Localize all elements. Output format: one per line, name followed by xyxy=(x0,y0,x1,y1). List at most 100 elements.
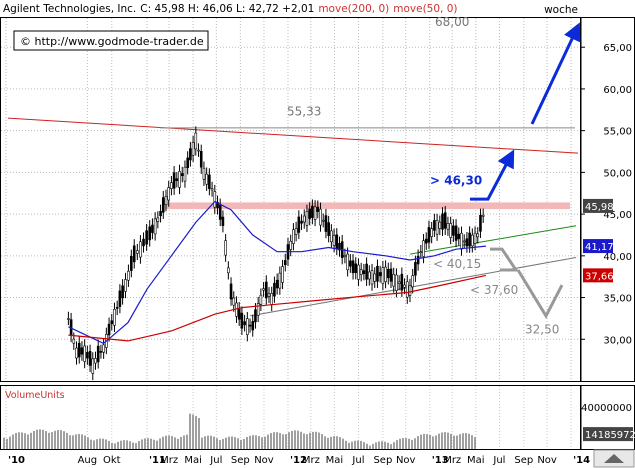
price-candle xyxy=(240,312,244,329)
price-candle xyxy=(313,206,317,220)
y-tick-label: 35,00 xyxy=(603,294,632,305)
copyright-text: © http://www.godmode-trader.de xyxy=(20,35,204,48)
price-candle xyxy=(462,240,466,243)
price-candle xyxy=(86,352,89,359)
price-candle xyxy=(186,157,189,168)
price-candle xyxy=(433,220,436,231)
green-trendline xyxy=(409,225,577,255)
x-tick-label: Sep xyxy=(373,455,392,466)
price-candle xyxy=(102,344,105,353)
x-tick-label: Mai xyxy=(467,455,485,466)
annotation-37-60: < 37,60 xyxy=(470,283,518,297)
price-candle xyxy=(414,262,417,276)
price-candle xyxy=(213,191,217,208)
price-candle xyxy=(99,351,103,353)
annotation-68: 68,00 xyxy=(435,15,469,29)
price-candle xyxy=(427,227,431,243)
x-tick-label: Sep xyxy=(514,455,533,466)
price-candle xyxy=(224,240,227,256)
x-tick-label: Mrz xyxy=(302,455,320,466)
x-tick-label: Nov xyxy=(254,455,274,466)
price-candle xyxy=(354,263,358,274)
ma200-line xyxy=(68,274,487,342)
price-candle xyxy=(449,223,452,238)
price-candle xyxy=(270,293,274,305)
price-candle xyxy=(289,241,292,250)
price-candle xyxy=(460,232,463,250)
breakdown-zigzag xyxy=(490,247,519,272)
price-candle xyxy=(424,238,428,244)
price-candle xyxy=(136,250,139,254)
price-candle xyxy=(232,297,236,306)
price-candle xyxy=(183,166,187,182)
last-ma50-tag-bg xyxy=(583,239,613,254)
price-candle xyxy=(327,222,330,236)
scroll-right-icon[interactable] xyxy=(593,449,635,468)
price-candle xyxy=(446,223,450,230)
price-candle xyxy=(465,238,469,247)
price-candle xyxy=(167,187,170,201)
annotation-55-33: 55,33 xyxy=(287,104,321,118)
price-candle xyxy=(403,284,406,288)
price-candle xyxy=(338,242,341,251)
overlay-layer: 68,00 55,33 > 46,30 < 40,15 < 37,60 32,50 xyxy=(7,15,581,336)
price-candle xyxy=(381,267,385,284)
price-candle xyxy=(262,288,265,291)
volume-tick-label: 40000000 xyxy=(581,403,632,414)
x-tick-label: Mai xyxy=(184,455,202,466)
price-candle xyxy=(275,279,279,289)
x-tick-label: Sep xyxy=(231,455,250,466)
price-candle xyxy=(376,265,379,282)
annotation-40-15: < 40,15 xyxy=(433,257,481,271)
x-tick-label: Aug xyxy=(78,455,98,466)
price-candle xyxy=(159,210,162,217)
price-candle xyxy=(67,318,70,320)
series-layer xyxy=(67,126,487,381)
price-candle xyxy=(115,307,119,309)
price-candle xyxy=(441,213,444,230)
price-candle xyxy=(273,282,276,297)
price-candle xyxy=(362,270,366,274)
price-candle xyxy=(452,225,455,236)
copyright-box xyxy=(13,30,209,51)
price-candle xyxy=(468,232,471,247)
price-candle xyxy=(180,173,184,176)
price-candle xyxy=(243,321,246,326)
price-candle xyxy=(267,293,271,297)
period-label: woche xyxy=(544,4,578,16)
price-candle xyxy=(156,217,160,222)
price-candle xyxy=(221,216,225,226)
price-candle xyxy=(302,215,306,223)
last-ma200-tag: 37,66 xyxy=(585,271,614,282)
price-candle xyxy=(305,211,309,226)
price-candle xyxy=(300,220,303,224)
price-candle xyxy=(370,270,374,285)
axes-layer: 65,00 60,00 55,00 50,00 45,00 40,00 35,00 30,00… xyxy=(8,43,632,466)
price-candle xyxy=(208,174,211,189)
price-candle xyxy=(351,260,355,274)
price-candle xyxy=(148,226,152,241)
target-zigzag xyxy=(516,269,564,319)
price-candle xyxy=(297,216,301,233)
price-candle xyxy=(113,308,116,326)
price-candle xyxy=(395,274,398,291)
price-candle xyxy=(151,224,154,233)
price-candle xyxy=(248,324,252,327)
x-tick-label: Jul xyxy=(351,455,364,466)
price-candle xyxy=(189,148,192,161)
y-tick-label: 60,00 xyxy=(603,85,632,96)
price-candle xyxy=(251,321,255,331)
last-close-tag: 45,98 xyxy=(585,202,614,213)
price-candle xyxy=(194,132,198,150)
price-candle xyxy=(110,320,114,325)
price-candle xyxy=(308,208,311,219)
price-candle xyxy=(471,234,474,247)
price-candle xyxy=(88,351,92,366)
price-candle xyxy=(227,267,230,274)
last-ma200-tag-bg xyxy=(583,268,613,283)
price-candle xyxy=(359,269,363,275)
price-candle xyxy=(72,338,76,344)
resistance-trendline xyxy=(7,117,579,154)
price-candle xyxy=(457,233,461,240)
price-candle xyxy=(378,272,382,277)
